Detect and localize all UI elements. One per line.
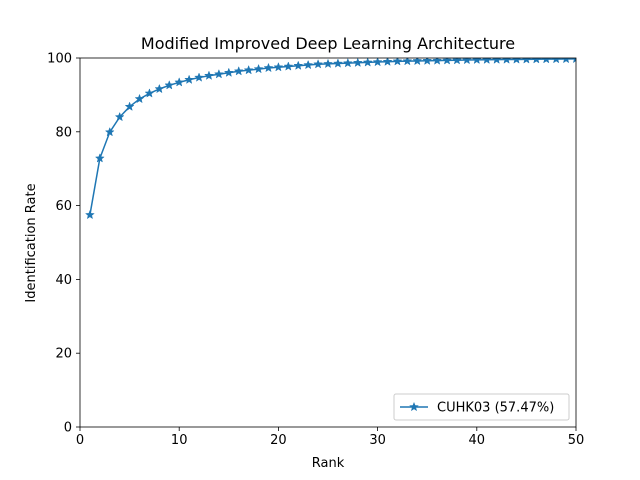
x-tick-label: 10 xyxy=(171,433,188,448)
data-point xyxy=(571,58,576,64)
data-point xyxy=(531,58,541,64)
data-point xyxy=(382,58,393,66)
y-tick-label: 60 xyxy=(55,199,72,214)
data-point xyxy=(243,64,254,75)
data-point xyxy=(293,60,304,70)
data-point xyxy=(551,58,561,64)
data-point xyxy=(313,59,324,69)
data-point xyxy=(461,58,472,65)
x-tick-label: 20 xyxy=(270,433,287,448)
data-point xyxy=(124,101,135,111)
data-point xyxy=(273,62,284,72)
data-point xyxy=(511,58,522,64)
data-point xyxy=(233,66,244,76)
data-point xyxy=(561,58,571,64)
data-point xyxy=(402,58,413,66)
y-tick-label: 100 xyxy=(47,52,72,67)
x-tick-label: 50 xyxy=(568,433,585,448)
data-point xyxy=(481,58,492,64)
data-point xyxy=(134,93,145,104)
data-point xyxy=(501,58,512,64)
data-point xyxy=(471,58,482,65)
data-point xyxy=(164,80,175,90)
x-tick-label: 30 xyxy=(369,433,386,448)
data-point xyxy=(263,62,274,73)
data-point xyxy=(452,58,462,65)
data-point xyxy=(253,63,264,74)
data-point xyxy=(332,58,343,68)
data-point xyxy=(541,58,551,64)
y-tick-label: 80 xyxy=(55,125,72,140)
data-point xyxy=(194,72,204,82)
legend-marker xyxy=(409,401,419,412)
data-point xyxy=(184,74,195,84)
data-point xyxy=(491,58,502,64)
x-axis-label: Rank xyxy=(312,456,345,471)
data-point xyxy=(84,209,95,220)
y-axis-label: Identification Rate xyxy=(24,183,39,302)
data-point xyxy=(213,69,224,79)
legend: CUHK03 (57.47%) xyxy=(393,393,570,421)
data-point xyxy=(144,88,155,98)
x-tick-label: 0 xyxy=(76,433,84,448)
data-point xyxy=(362,58,373,67)
y-tick-label: 40 xyxy=(55,273,72,288)
data-point xyxy=(104,126,115,137)
data-point xyxy=(114,111,125,122)
data-point xyxy=(303,59,314,70)
legend-label: CUHK03 (57.47%) xyxy=(437,401,554,416)
data-point xyxy=(372,58,383,67)
y-tick-label: 0 xyxy=(64,421,72,436)
x-tick-label: 40 xyxy=(469,433,486,448)
data-point xyxy=(422,58,433,65)
data-point xyxy=(432,58,443,65)
chart-title: Modified Improved Deep Learning Architec… xyxy=(141,34,515,53)
plot-area: 0 10 20 30 40 50 0 20 40 60 80 100 xyxy=(47,52,584,449)
data-point xyxy=(94,153,105,163)
data-point xyxy=(323,58,333,69)
legend-box xyxy=(393,393,570,421)
data-point xyxy=(154,83,165,94)
y-tick-label: 20 xyxy=(55,347,72,362)
series-line xyxy=(89,58,576,216)
series-0 xyxy=(84,58,576,220)
data-point xyxy=(521,58,532,64)
data-point xyxy=(283,61,294,71)
data-point xyxy=(352,58,363,68)
data-point xyxy=(442,58,452,65)
data-point xyxy=(174,77,185,87)
data-point xyxy=(412,58,423,66)
data-point xyxy=(223,67,234,77)
data-point xyxy=(204,70,214,80)
data-point xyxy=(342,58,353,68)
axes-frame xyxy=(79,57,577,428)
data-point xyxy=(392,58,403,66)
